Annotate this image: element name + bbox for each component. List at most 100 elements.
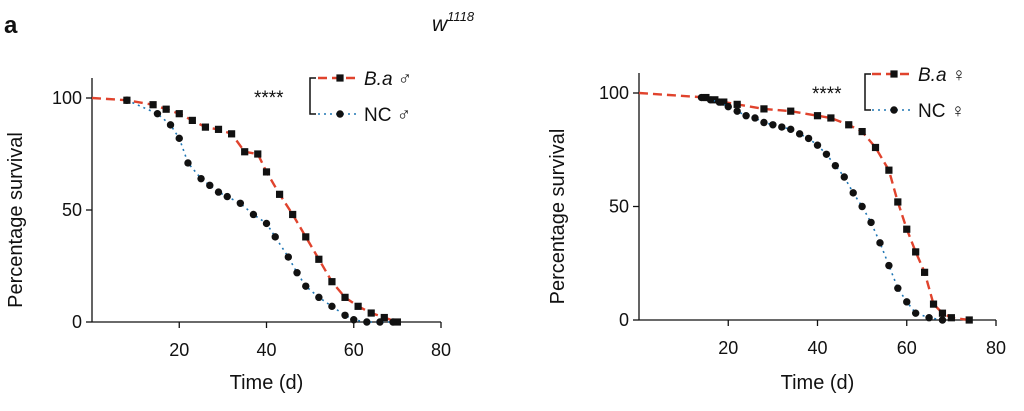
data-point-square	[845, 121, 853, 129]
data-point-square	[912, 248, 920, 256]
y-tick-label: 50	[609, 197, 629, 217]
data-point-square	[201, 123, 210, 131]
data-point-circle	[911, 309, 920, 317]
legend-sex-symbol: ♀	[945, 101, 965, 122]
y-tick-label: 50	[62, 200, 82, 220]
data-point-square	[871, 143, 880, 152]
data-point-circle	[751, 114, 759, 122]
data-point-circle	[903, 298, 911, 306]
y-tick-label: 100	[52, 88, 82, 108]
data-point-circle	[831, 161, 840, 170]
data-point-square	[289, 210, 297, 219]
data-point-circle	[363, 318, 371, 326]
x-tick-label: 40	[807, 338, 827, 358]
legend-series-name: B.a	[364, 69, 393, 90]
data-point-circle	[175, 134, 183, 143]
data-point-square	[275, 190, 284, 198]
legend-series-name: B.a	[918, 65, 947, 86]
data-point-square	[903, 225, 911, 233]
data-point-circle	[389, 318, 397, 326]
data-point-circle	[123, 96, 131, 104]
panel-letter: a	[4, 12, 18, 39]
strain-superscript: 1118	[447, 9, 475, 24]
data-point-square	[760, 105, 768, 113]
significance-label: ****	[254, 88, 284, 109]
legend-label: NC ♀	[918, 101, 965, 122]
y-axis-title: Percentage survival	[547, 129, 569, 305]
legend-series-name: NC	[364, 105, 391, 126]
data-point-circle	[876, 239, 884, 247]
data-point-square	[929, 300, 938, 308]
data-point-circle	[262, 219, 271, 228]
data-point-circle	[302, 282, 310, 290]
data-point-circle	[849, 189, 857, 197]
data-point-circle	[697, 93, 706, 102]
data-point-square	[380, 313, 388, 322]
data-point-circle	[206, 181, 214, 190]
significance-bracket	[864, 73, 871, 111]
data-point-circle	[778, 123, 786, 131]
y-axis-title: Percentage survival	[5, 132, 27, 308]
data-point-square	[827, 114, 835, 122]
legend-series-name: NC	[918, 101, 945, 122]
data-point-square	[885, 166, 893, 174]
data-point-circle	[166, 121, 175, 129]
strain-base: w	[432, 13, 449, 36]
data-point-circle	[938, 316, 947, 324]
strain-label: w1118	[432, 9, 475, 36]
data-point-circle	[376, 318, 384, 326]
data-point-square	[894, 198, 902, 206]
data-point-circle	[804, 134, 813, 143]
significance-label: ****	[812, 84, 842, 105]
legend-sex-symbol: ♀	[947, 65, 967, 86]
data-point-circle	[236, 199, 245, 207]
legend-label: B.a ♂	[364, 69, 412, 90]
data-point-circle	[925, 314, 933, 322]
data-point-square	[175, 110, 183, 118]
y-tick-label: 100	[599, 83, 629, 103]
legend-label: NC ♂	[364, 105, 411, 126]
data-point-square	[938, 309, 947, 317]
data-point-square	[302, 233, 310, 241]
data-point-square	[965, 316, 973, 324]
data-point-circle	[867, 218, 875, 227]
data-point-square	[241, 148, 249, 156]
data-point-square	[228, 130, 236, 138]
data-point-circle	[214, 188, 223, 196]
x-axis-title: Time (d)	[230, 372, 304, 394]
data-point-circle	[197, 174, 205, 183]
data-point-square	[315, 255, 323, 263]
data-point-square	[214, 125, 223, 133]
data-point-square	[787, 107, 795, 115]
data-point-circle	[328, 302, 336, 311]
data-point-circle	[858, 202, 866, 211]
x-tick-label: 40	[256, 340, 276, 360]
data-point-square	[328, 278, 336, 286]
x-tick-label: 20	[169, 340, 189, 360]
data-point-square	[702, 93, 710, 102]
data-point-circle	[885, 261, 893, 270]
data-point-circle	[249, 210, 258, 219]
survival-chart-male: 0 50 100 20 40 60 80 Time (d) Percentage surviva…	[5, 69, 451, 394]
data-point-circle	[284, 253, 293, 261]
legend-sex-symbol: ♂	[393, 69, 413, 90]
y-tick-label: 0	[619, 310, 629, 330]
data-point-circle	[840, 173, 848, 181]
data-point-circle	[742, 112, 750, 120]
x-tick-label: 60	[344, 340, 364, 360]
x-tick-label: 60	[897, 338, 917, 358]
data-point-circle	[341, 311, 349, 319]
series-line-ba	[638, 91, 970, 322]
series-line-nc	[701, 96, 943, 321]
data-point-square	[341, 293, 349, 301]
y-tick-label: 0	[72, 312, 82, 332]
data-point-square	[393, 318, 401, 326]
data-point-square	[254, 150, 262, 158]
x-tick-label: 80	[986, 338, 1006, 358]
data-point-circle	[223, 192, 231, 201]
data-point-circle	[315, 293, 323, 302]
data-point-circle	[153, 109, 162, 118]
data-point-circle	[813, 141, 822, 149]
data-point-circle	[724, 102, 732, 111]
legend-marker-square	[890, 70, 898, 78]
